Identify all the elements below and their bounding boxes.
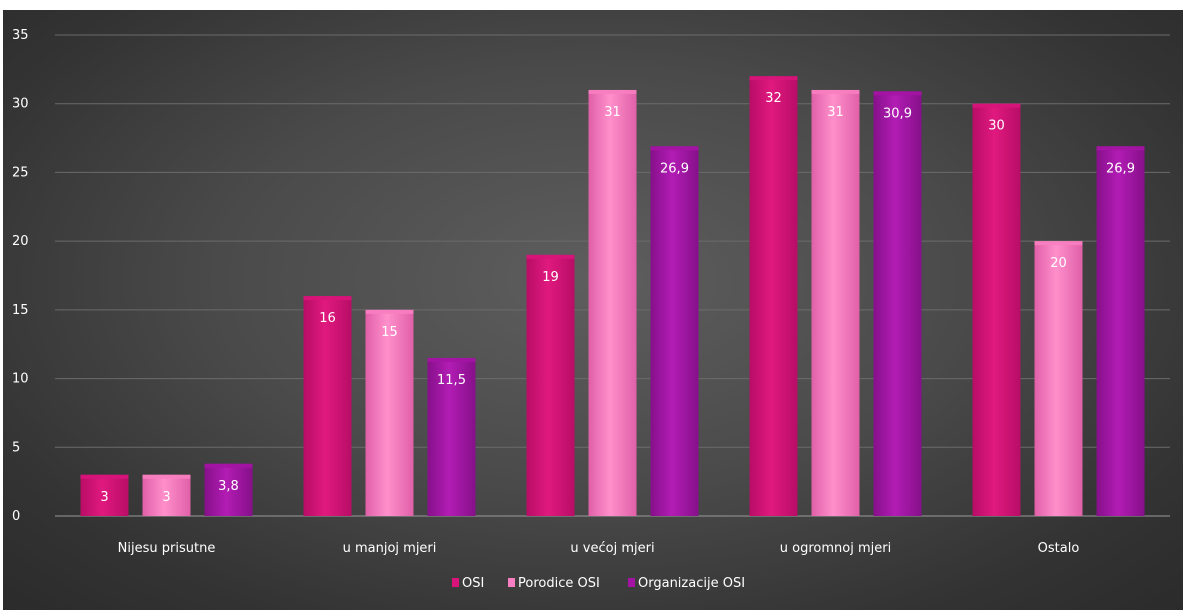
category-label: u većoj mjeri <box>570 541 654 556</box>
x-axis: Nijesu prisutne u manjoj mjeri u većoj mje… <box>118 541 1080 556</box>
bar-cap <box>972 103 1021 108</box>
bar <box>588 89 637 516</box>
bar-cap <box>650 146 699 151</box>
y-tick-label: 10 <box>12 372 29 387</box>
bar-cap <box>811 89 860 94</box>
bar <box>811 89 860 516</box>
legend: OSI Porodice OSI Organizacije OSI <box>452 576 745 591</box>
y-tick-label: 0 <box>12 509 20 524</box>
bar <box>526 254 575 516</box>
y-tick-label: 25 <box>12 165 29 180</box>
y-tick-label: 30 <box>12 97 29 112</box>
y-axis: 0 5 10 15 20 25 30 35 <box>12 28 29 524</box>
legend-swatch <box>628 578 635 587</box>
bar <box>873 91 922 517</box>
data-label: 16 <box>319 311 336 326</box>
legend-label: Porodice OSI <box>518 576 600 591</box>
data-label: 19 <box>542 270 559 285</box>
bar <box>972 103 1021 516</box>
bar <box>204 463 253 516</box>
bar-cap <box>80 474 129 479</box>
bar-cap <box>526 254 575 259</box>
bar <box>80 474 129 516</box>
legend-label: OSI <box>462 576 484 591</box>
data-label: 31 <box>604 105 621 120</box>
data-label: 30,9 <box>883 106 912 121</box>
bar-cap <box>303 296 352 301</box>
bars <box>80 76 1145 517</box>
data-label: 11,5 <box>437 373 466 388</box>
bar-cap <box>873 91 922 96</box>
bar-cap <box>1096 146 1145 151</box>
y-tick-label: 15 <box>12 303 29 318</box>
data-label: 30 <box>988 119 1005 134</box>
bar <box>427 357 476 516</box>
bar-cap <box>204 463 253 468</box>
data-label: 20 <box>1050 256 1067 271</box>
legend-label: Organizacije OSI <box>638 576 745 591</box>
data-label: 15 <box>381 325 398 340</box>
data-label: 26,9 <box>1106 161 1135 176</box>
data-label: 31 <box>827 105 844 120</box>
category-label: u ogromnoj mjeri <box>780 541 891 556</box>
y-tick-label: 35 <box>12 28 29 43</box>
bar <box>365 309 414 516</box>
bar-cap <box>365 309 414 314</box>
data-label: 32 <box>765 91 782 106</box>
y-tick-label: 5 <box>12 440 20 455</box>
bar <box>1034 241 1083 516</box>
data-label: 3,8 <box>218 479 239 494</box>
legend-swatch <box>508 578 515 587</box>
data-labels: 3 3 3,8 16 15 11,5 19 31 26,9 32 31 30,9 30 20 26,9 <box>100 91 1135 505</box>
bar-cap <box>142 474 191 479</box>
data-label: 3 <box>100 490 108 505</box>
bar <box>650 146 699 516</box>
bar-cap <box>749 76 798 81</box>
data-label: 26,9 <box>660 161 689 176</box>
bar-cap <box>427 357 476 362</box>
legend-swatch <box>452 578 459 587</box>
data-label: 3 <box>162 490 170 505</box>
bar-cap <box>1034 241 1083 246</box>
bar <box>1096 146 1145 516</box>
bar-cap <box>588 89 637 94</box>
category-label: Nijesu prisutne <box>118 541 216 556</box>
bar <box>303 296 352 516</box>
y-tick-label: 20 <box>12 234 29 249</box>
category-label: u manjoj mjeri <box>343 541 437 556</box>
category-label: Ostalo <box>1038 541 1080 556</box>
bar <box>142 474 191 516</box>
bar <box>749 76 798 516</box>
